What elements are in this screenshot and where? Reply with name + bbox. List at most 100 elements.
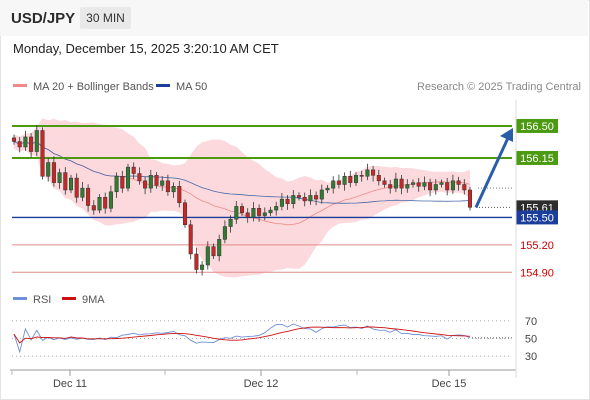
candle-body [177,186,182,204]
candle-body [171,186,176,193]
rsi-legend-swatch [13,297,27,300]
candle-body [308,195,313,202]
level-price-label: 155.20 [520,240,554,252]
candle-body [319,189,324,200]
resistance-price-label-bg [516,118,558,133]
candle-body [194,253,199,270]
candle-body [200,264,205,270]
candle-body [274,206,279,211]
candle-body [291,195,296,204]
candle-body [57,172,62,183]
candle-body [51,162,56,183]
candle-body [80,187,85,198]
forecast-arrow-shaft [474,137,510,208]
ma50-line [13,141,471,204]
datetime-label: Monday, December 15, 2025 3:20:10 AM CET [13,41,279,56]
candle-body [371,169,376,176]
rsi-ma-legend-swatch [62,297,76,300]
level-price-label: 154.90 [520,267,554,279]
candle-body [131,166,136,174]
candle-body [160,180,165,186]
candle-body [376,175,381,182]
candle-body [86,187,91,206]
ma20-legend-swatch [13,84,27,87]
candle-body [154,175,159,186]
resistance-price-label-bg [516,150,558,165]
candle-body [445,182,450,191]
candle-body [68,177,74,191]
candle-body [228,218,233,227]
candle-body [342,176,347,185]
candle-body [279,198,284,207]
candle-body [456,180,461,185]
candle-body [393,178,398,189]
candle-body [410,182,416,185]
candle-body [217,239,222,257]
candle-body [257,208,262,216]
candle-body [182,202,188,225]
candle-body [34,130,39,152]
candle-body [97,197,102,211]
candle-body [234,206,239,220]
candle-body [222,226,227,240]
forecast-arrow-head [500,127,513,142]
symbol-title: USD/JPY [11,10,76,27]
resistance-price-label: 156.15 [520,153,554,165]
candle-body [268,209,273,214]
credit-label: Research © 2025 Trading Central [417,81,581,93]
candle-body [11,137,17,142]
candle-body [450,180,455,191]
candle-body [428,182,433,191]
candle-body [143,180,148,189]
candle-body [125,166,131,189]
candle-body [382,180,387,185]
candle-body [439,182,444,185]
candle-body [353,175,359,183]
x-tick-label: Dec 11 [53,378,87,390]
candle-body [40,130,45,177]
candle-body [188,224,193,255]
rsi-line [13,323,471,354]
candle-body [302,197,307,202]
candle-body [251,208,256,218]
candle-body [314,195,319,200]
candle-body [416,182,421,187]
candle-body [23,136,28,148]
candle-body [433,184,438,191]
rsi-ma-line [13,326,471,344]
candle-body [205,246,210,266]
resistance-price-label: 156.50 [520,121,554,133]
support-price-label-bg [516,210,558,225]
candle-body [148,175,153,189]
candle-body [91,205,96,211]
candle-body [336,180,341,185]
x-tick-label: Dec 15 [432,378,467,390]
candle-body [114,176,119,193]
candle-body [137,173,142,182]
candle-body [325,187,330,191]
rsi-tick-label: 30 [525,351,537,363]
support-price-label: 155.50 [520,212,554,224]
timeframe-button[interactable]: 30 MIN [80,7,131,29]
candle-body [108,191,113,209]
rsi-ma-legend-label: 9MA [82,294,105,306]
rsi-tick-label: 70 [525,316,537,328]
candle-body [285,198,290,204]
candle-body [348,176,353,183]
candle-body [365,169,370,177]
candle-body [262,212,267,216]
rsi-tick-label: 50 [525,334,537,346]
candle-body [74,177,79,198]
candle-body [63,172,68,191]
ma50-legend-swatch [156,84,170,87]
candle-body [405,184,410,189]
candle-body [331,180,336,189]
candle-body [239,206,245,214]
candle-body [46,162,51,177]
ma50-legend-label: MA 50 [176,81,207,93]
x-tick-label: Dec 12 [244,378,279,390]
candle-body [359,175,364,177]
candle-body [462,184,467,191]
ma20-legend-label: MA 20 + Bollinger Bands [33,81,154,93]
